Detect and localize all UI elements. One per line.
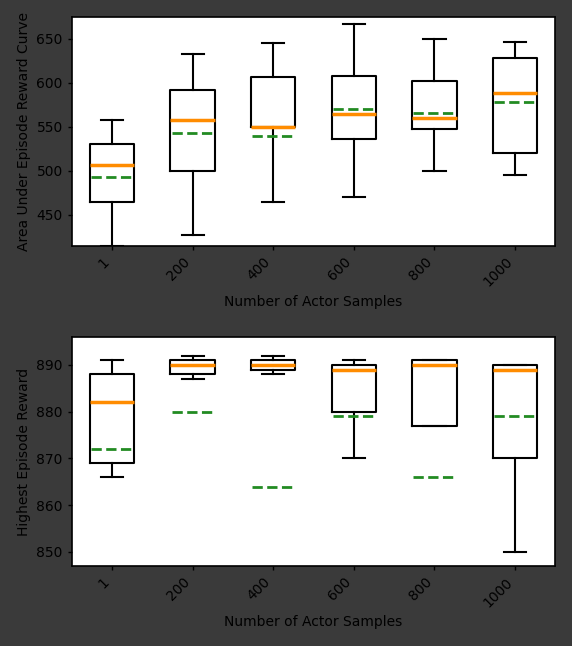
X-axis label: Number of Actor Samples: Number of Actor Samples: [224, 295, 403, 309]
Y-axis label: Area Under Episode Reward Curve: Area Under Episode Reward Curve: [17, 12, 31, 251]
Y-axis label: Highest Episode Reward: Highest Episode Reward: [17, 368, 31, 536]
X-axis label: Number of Actor Samples: Number of Actor Samples: [224, 616, 403, 629]
